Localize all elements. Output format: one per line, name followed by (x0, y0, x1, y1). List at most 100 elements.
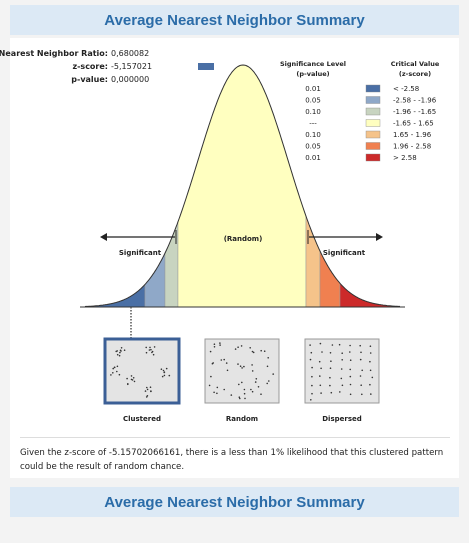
pattern-dot (249, 347, 251, 349)
pattern-dot (330, 360, 332, 363)
legend-header: (p-value) (296, 70, 329, 78)
pattern-dot (359, 358, 362, 361)
pattern-dot (349, 368, 352, 371)
legend-significance: 0.01 (305, 154, 321, 162)
pattern-dot (252, 351, 255, 354)
pattern-dot (268, 380, 270, 382)
pattern-dot (349, 359, 352, 362)
pattern-dot (145, 351, 148, 354)
pattern-dot (148, 349, 151, 351)
pattern-dot (238, 383, 240, 386)
pattern-box (304, 338, 380, 404)
pattern-dot (110, 374, 112, 376)
footer-header: Average Nearest Neighbor Summary (10, 487, 459, 517)
legend-swatch (365, 142, 381, 150)
pattern-dot (311, 384, 313, 387)
stat-value: 0,680082 (111, 49, 149, 58)
legend-significance: 0.01 (305, 85, 321, 93)
pattern-dot (331, 344, 334, 346)
pattern-dot (239, 397, 241, 400)
pattern-dot (369, 369, 372, 372)
pattern-dot (234, 348, 237, 350)
pattern-dot (213, 391, 215, 394)
pattern-dot (361, 369, 364, 372)
curve-region (339, 282, 393, 308)
pattern-dot (311, 392, 313, 395)
stat-label: Nearest Neighbor Ratio: (0, 49, 108, 58)
pattern-dot (361, 393, 363, 396)
pattern-dot (266, 382, 269, 385)
legend-swatch (365, 96, 381, 104)
pattern-dot (130, 378, 133, 381)
pattern-dot (211, 362, 214, 365)
stat-label: p-value: (71, 75, 108, 84)
stat-value: -5,157021 (111, 62, 152, 71)
pattern-dot (112, 372, 114, 374)
pattern-label: Random (226, 415, 258, 423)
curve-region (177, 64, 307, 308)
legend-significance: --- (309, 120, 317, 128)
pattern-dot (144, 390, 147, 392)
pattern-dot (220, 359, 223, 361)
pattern-label: Clustered (123, 415, 161, 423)
pattern-dot (237, 363, 239, 365)
pattern-dot (319, 342, 322, 345)
pattern-dot (329, 376, 331, 379)
pattern-dot (329, 352, 332, 354)
pattern-dot (359, 375, 362, 377)
curve (84, 64, 400, 307)
pattern-dot (257, 386, 260, 388)
pattern-dot (230, 394, 233, 396)
pattern-dot (241, 381, 243, 384)
pattern-dot (349, 393, 352, 396)
pattern-box (103, 337, 181, 405)
pattern-dot (223, 358, 225, 361)
pattern-dot (251, 364, 253, 366)
pattern-dot (255, 378, 258, 380)
curve-region (144, 252, 166, 308)
pattern-dot (210, 375, 212, 378)
pattern-dot (146, 395, 149, 397)
pattern-dot (219, 344, 221, 346)
pattern-dot (238, 396, 241, 399)
pattern-dot (208, 384, 211, 387)
pattern-dot (310, 351, 313, 354)
header: Average Nearest Neighbor Summary (10, 5, 459, 35)
pattern-dot (349, 344, 351, 347)
legend-swatch (365, 84, 381, 93)
pattern-dot (266, 365, 269, 368)
pattern-dot (360, 384, 363, 387)
pattern-dot (146, 388, 149, 391)
pattern-dot (219, 342, 221, 344)
pattern-dot (150, 390, 152, 393)
legend-significance: 0.05 (305, 97, 321, 105)
pattern-dot (149, 386, 152, 389)
pattern-dot (241, 367, 243, 369)
pattern-dot (260, 393, 262, 396)
legend-significance: 0.05 (305, 143, 321, 151)
pattern-dot (240, 345, 243, 347)
arrowhead (376, 233, 383, 241)
pattern-dot (272, 373, 275, 375)
pattern-dot (120, 350, 122, 352)
pattern-dot (112, 367, 114, 370)
pattern-dot (163, 374, 166, 377)
pattern-dot (369, 345, 372, 348)
pattern-dot (243, 392, 246, 395)
pattern-dot (341, 384, 344, 387)
pattern-dot (130, 375, 133, 377)
pattern-dot (251, 390, 254, 393)
pattern-dot (329, 367, 332, 370)
description: Given the z-score of -5.15702066161, the… (20, 448, 444, 472)
pattern-dot (116, 370, 118, 373)
pattern-dot (160, 368, 163, 371)
pattern-dot (359, 344, 362, 347)
legend-critical: -1.65 - 1.65 (393, 120, 434, 128)
pattern-dot (216, 392, 218, 395)
pattern-dot (163, 371, 165, 374)
legend-header: (z-score) (399, 70, 431, 78)
pattern-dot (119, 351, 121, 354)
curve-label: (Random) (224, 235, 263, 243)
pattern-dot (251, 350, 254, 353)
